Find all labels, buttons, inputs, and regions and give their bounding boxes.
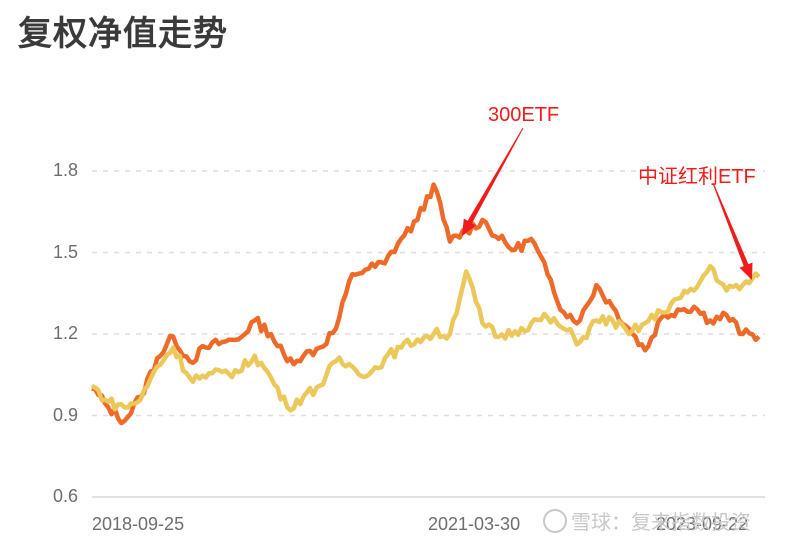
watermark-text: 雪球：复来指数投资 [571,510,751,534]
chart-gridlines [92,170,765,498]
series-dividend-etf-line [90,263,761,413]
arrow-300etf-icon [462,127,524,236]
x-tick-label: 2018-09-25 [92,514,185,534]
x-tick-label: 2021-03-30 [428,514,521,534]
x-tick-label: 2023-09-22 [656,514,749,534]
y-tick-label: 1.2 [52,323,78,343]
chart-series-lines [90,182,761,426]
annotation-300etf-label: 300ETF [488,104,560,126]
annotation-arrows [462,127,753,280]
watermark: 雪球：复来指数投资 [543,506,751,535]
page-title: 复权净值走势 [18,14,228,54]
annotation-dividend-etf-label: 中证红利ETF [638,166,756,188]
y-tick-label: 0.6 [52,486,78,506]
series-300etf-line [91,182,761,426]
arrow-dividend-etf-icon [712,182,753,280]
y-tick-label: 1.5 [52,241,78,262]
xueqiu-logo-icon [543,508,567,533]
y-tick-label: 1.8 [52,160,78,180]
y-tick-label: 0.9 [52,404,78,425]
